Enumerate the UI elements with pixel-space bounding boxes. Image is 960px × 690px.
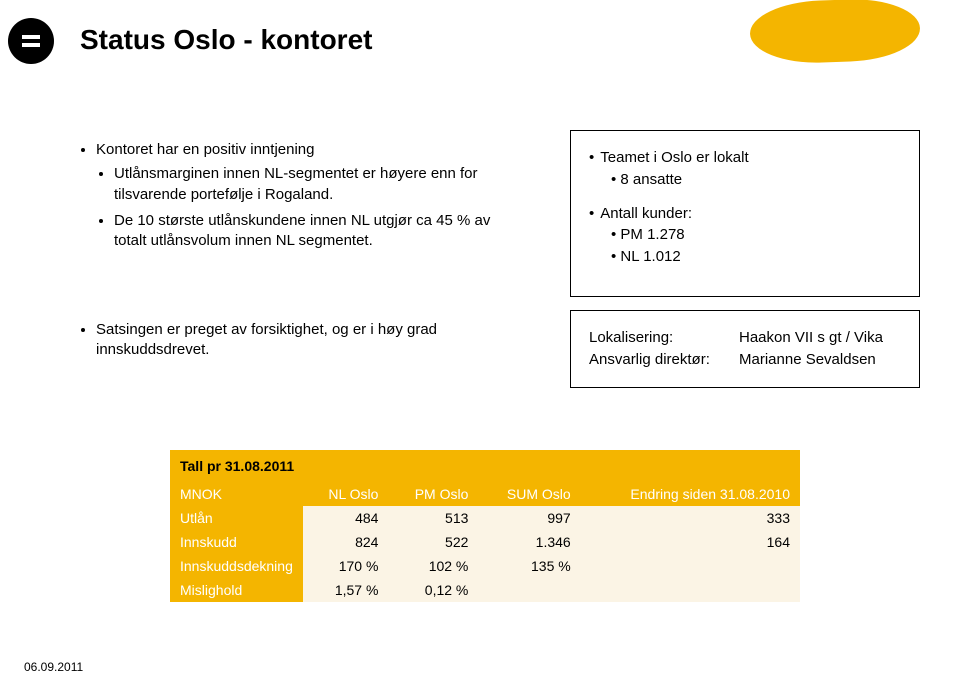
table-row: Innskuddsdekning 170 % 102 % 135 % xyxy=(170,554,800,578)
info-line: PM 1.278 xyxy=(589,224,901,246)
info-line: NL 1.012 xyxy=(589,246,901,268)
table-header-row: MNOK NL Oslo PM Oslo SUM Oslo Endring si… xyxy=(170,482,800,506)
table-cell: 164 xyxy=(581,530,800,554)
table-cell xyxy=(581,578,800,602)
info-line: Antall kunder: xyxy=(600,205,692,222)
main-bullets: Kontoret har en positiv inntjening Utlån… xyxy=(80,140,510,257)
table-cell: 522 xyxy=(388,530,478,554)
table-cell xyxy=(478,578,580,602)
table-header-cell: SUM Oslo xyxy=(478,482,580,506)
info-value: Haakon VII s gt / Vika xyxy=(739,327,901,349)
info-value: Marianne Sevaldsen xyxy=(739,349,901,371)
info-line: 8 ansatte xyxy=(589,169,901,191)
table-cell: 1.346 xyxy=(478,530,580,554)
table-header-cell: MNOK xyxy=(170,482,303,506)
table-cell: 135 % xyxy=(478,554,580,578)
table-cell: 997 xyxy=(478,506,580,530)
team-info-box: Teamet i Oslo er lokalt 8 ansatte Antall… xyxy=(570,130,920,297)
table-cell: 484 xyxy=(303,506,389,530)
table-header-cell: PM Oslo xyxy=(388,482,478,506)
table-cell: Innskudd xyxy=(170,530,303,554)
page-title: Status Oslo - kontoret xyxy=(80,24,372,56)
bullet-text: Utlånsmarginen innen NL-segmentet er høy… xyxy=(114,164,510,205)
secondary-bullets: Satsingen er preget av forsiktighet, og … xyxy=(80,320,510,361)
table-cell: 333 xyxy=(581,506,800,530)
table-cell: 0,12 % xyxy=(388,578,478,602)
bullet-text: Satsingen er preget av forsiktighet, og … xyxy=(96,320,510,361)
bullet-text: Kontoret har en positiv inntjening xyxy=(96,141,314,158)
table-cell: Mislighold xyxy=(170,578,303,602)
table-cell: 1,57 % xyxy=(303,578,389,602)
table-caption: Tall pr 31.08.2011 xyxy=(170,450,800,482)
footer-date: 06.09.2011 xyxy=(24,660,83,674)
table-header-cell: NL Oslo xyxy=(303,482,389,506)
table-header-cell: Endring siden 31.08.2010 xyxy=(581,482,800,506)
table-cell: 513 xyxy=(388,506,478,530)
table-cell xyxy=(581,554,800,578)
table-cell: Utlån xyxy=(170,506,303,530)
table-row: Innskudd 824 522 1.346 164 xyxy=(170,530,800,554)
table-cell: 102 % xyxy=(388,554,478,578)
table-row: Mislighold 1,57 % 0,12 % xyxy=(170,578,800,602)
table-cell: 824 xyxy=(303,530,389,554)
info-line: Teamet i Oslo er lokalt xyxy=(600,149,748,166)
accent-shape xyxy=(749,0,921,65)
location-info-box: Lokalisering: Haakon VII s gt / Vika Ans… xyxy=(570,310,920,388)
table-row: Utlån 484 513 997 333 xyxy=(170,506,800,530)
info-label: Lokalisering: xyxy=(589,327,739,349)
equals-icon xyxy=(8,18,54,64)
table-cell: Innskuddsdekning xyxy=(170,554,303,578)
info-label: Ansvarlig direktør: xyxy=(589,349,739,371)
data-table: Tall pr 31.08.2011 MNOK NL Oslo PM Oslo … xyxy=(170,450,800,602)
bullet-text: De 10 største utlånskundene innen NL utg… xyxy=(114,211,510,252)
table-cell: 170 % xyxy=(303,554,389,578)
